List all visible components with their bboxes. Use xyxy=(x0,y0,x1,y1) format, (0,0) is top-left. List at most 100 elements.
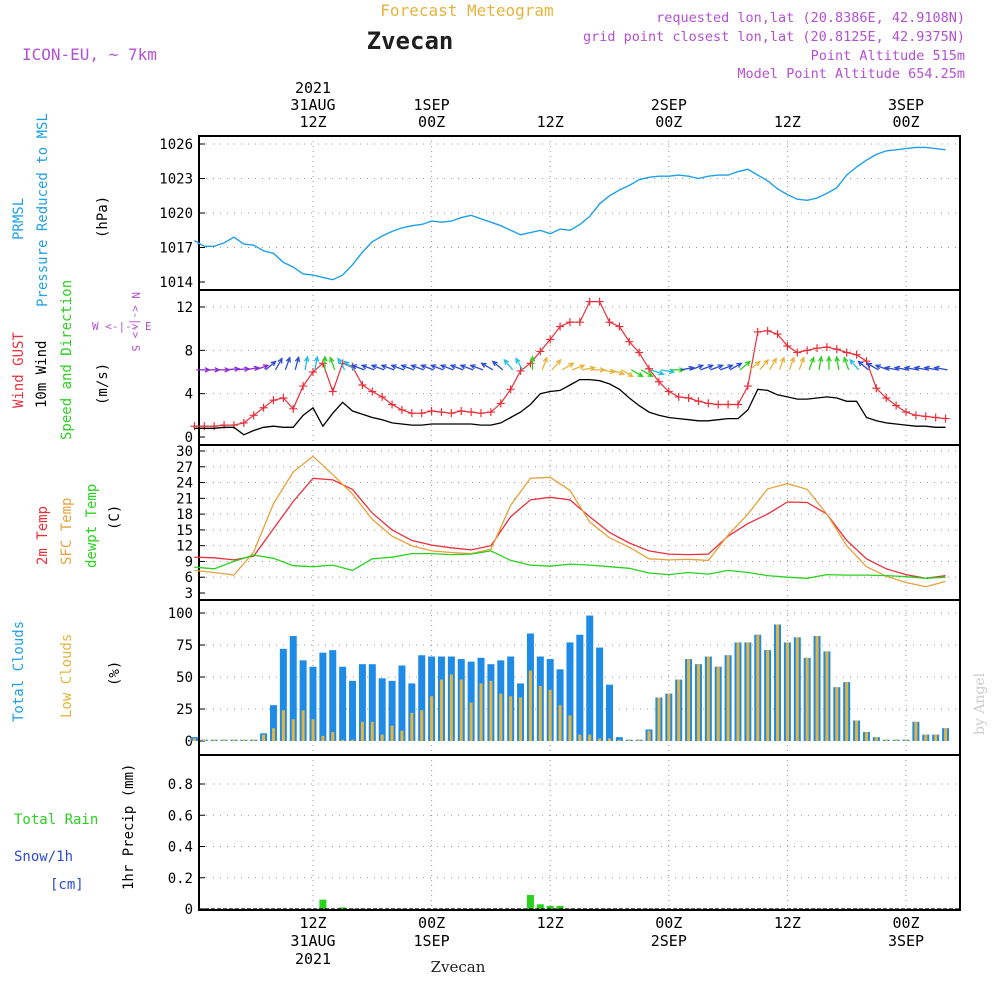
wind-arrow xyxy=(817,355,824,370)
gust-marker xyxy=(210,422,219,431)
wind-arrow-shaft xyxy=(245,366,259,371)
wind-arrow-shaft xyxy=(788,357,795,371)
wind-arrow-head xyxy=(923,365,930,372)
gust-marker xyxy=(467,408,476,417)
wind-arrow-head xyxy=(380,364,387,370)
wind-arrow-head xyxy=(637,371,644,378)
total-cloud-bar xyxy=(349,680,357,741)
wind-arrow-head xyxy=(449,364,457,370)
wind-unit: (m/s) xyxy=(95,363,111,405)
bottom-axis-label: 12Z xyxy=(774,914,801,932)
low-cloud-bar xyxy=(271,728,275,741)
temperature-panel-labels: 2m Temp SFC Temp dewpt Temp (C) xyxy=(35,484,123,568)
wind-arrow-shaft xyxy=(481,362,494,371)
total-cloud-bar xyxy=(299,660,307,741)
wind-arrow-head xyxy=(350,364,358,370)
gust-marker xyxy=(763,326,772,335)
wind-arrow-shaft xyxy=(235,368,249,371)
wind-ytick-label: 4 xyxy=(185,387,193,403)
rain-bar xyxy=(536,904,544,909)
wind-arrow xyxy=(759,358,770,371)
low-cloud-bar xyxy=(785,642,789,741)
low-cloud-bar xyxy=(874,737,878,741)
wind-arrow xyxy=(933,365,948,372)
gust-marker xyxy=(536,347,545,356)
total-cloud-bar xyxy=(576,634,584,741)
total-cloud-bar xyxy=(388,680,396,741)
wind-arrow-shaft xyxy=(551,359,562,371)
wind-arrow xyxy=(284,356,291,371)
wind-arrow-shaft xyxy=(440,364,454,371)
low-cloud-bar xyxy=(568,715,572,741)
wind-arrow xyxy=(491,360,504,371)
gust-marker xyxy=(813,344,822,353)
gust-marker xyxy=(902,408,910,417)
wind-arrow xyxy=(329,356,336,371)
low-cloud-bar xyxy=(380,734,384,741)
wind-arrow xyxy=(834,355,841,370)
model-altitude: Model Point Altitude 654.25m xyxy=(737,66,965,82)
wind-arrow-head xyxy=(419,364,427,370)
low-cloud-bar xyxy=(924,734,928,741)
low-cloud-bar xyxy=(479,683,483,741)
low-cloud-bar xyxy=(548,689,552,741)
bottom-axis-label: 12Z xyxy=(537,914,564,932)
low-cloud-bar xyxy=(212,739,216,741)
low-cloud-bar xyxy=(400,730,404,741)
gust-marker xyxy=(565,318,574,327)
low-cloud-bar xyxy=(430,696,434,741)
wind-arrow-shaft xyxy=(611,369,624,375)
wind-arrow xyxy=(380,364,395,371)
wind-arrow-head xyxy=(515,357,521,364)
total-cloud-bar xyxy=(606,684,613,741)
wind-arrow-shaft xyxy=(759,359,769,371)
gust-marker xyxy=(931,413,940,422)
pressure-ytick-label: 1017 xyxy=(159,241,193,257)
wind-arrow-head xyxy=(503,358,510,365)
total-cloud-bar xyxy=(309,666,317,741)
wind-arrow-shaft xyxy=(798,357,805,371)
product-title: Forecast Meteogram xyxy=(380,1,553,20)
panels: 1014101710201023102604812369121518212427… xyxy=(159,135,961,918)
total-cloud-bar xyxy=(408,683,416,741)
low-cloud-bar xyxy=(469,702,473,741)
rain-bar xyxy=(339,907,347,909)
2m-temp-line xyxy=(194,477,946,579)
rain-bar xyxy=(546,905,554,909)
clouds-unit: (%) xyxy=(107,661,123,686)
wind-arrow-head xyxy=(262,364,270,370)
wind-ytick-label: 0 xyxy=(185,430,193,446)
wind-arrow-shaft xyxy=(778,357,785,371)
wind-arrow xyxy=(429,364,444,371)
low-cloud-bar xyxy=(696,664,700,741)
wind-arrow-head xyxy=(707,364,715,370)
wind-arrow xyxy=(337,357,346,371)
gust-marker xyxy=(249,411,258,420)
wind-arrow xyxy=(650,369,665,376)
total-cloud-bar xyxy=(418,655,426,741)
wind-arrow-shaft xyxy=(401,364,415,371)
wind-arrow-shaft xyxy=(680,366,694,371)
wind-arrow xyxy=(778,356,786,371)
wind-panel-labels: Wind GUST 10m Wind Speed and Direction (… xyxy=(11,280,152,440)
gust-marker xyxy=(457,407,466,415)
precipitation-ytick-label: 0 xyxy=(185,902,193,918)
wind-arrow-shaft xyxy=(431,364,444,371)
compass-ns: N <-|-> S xyxy=(129,292,142,352)
clouds-ytick-label: 75 xyxy=(176,638,193,654)
wind-arrow-shaft xyxy=(818,356,822,370)
wind-arrow xyxy=(370,364,385,371)
wind-arrow-head xyxy=(913,365,920,372)
low-cloud-bar xyxy=(222,739,226,741)
gust-marker xyxy=(714,400,723,409)
wind-arrow-shaft xyxy=(729,362,742,371)
dewpt-label: dewpt Temp xyxy=(84,484,100,568)
wind-arrow-shaft xyxy=(371,364,385,371)
wind-arrow-shaft xyxy=(769,358,777,371)
gust-marker xyxy=(546,335,555,344)
cm-label: [cm] xyxy=(50,877,84,893)
wind-arrow-head xyxy=(277,357,283,364)
snow-label: Snow/1h xyxy=(14,849,73,865)
pressure-panel-labels: PRMSL Pressure Reduced to MSL (hPa) xyxy=(11,113,111,307)
top-axis-label: 2SEP xyxy=(651,96,687,114)
